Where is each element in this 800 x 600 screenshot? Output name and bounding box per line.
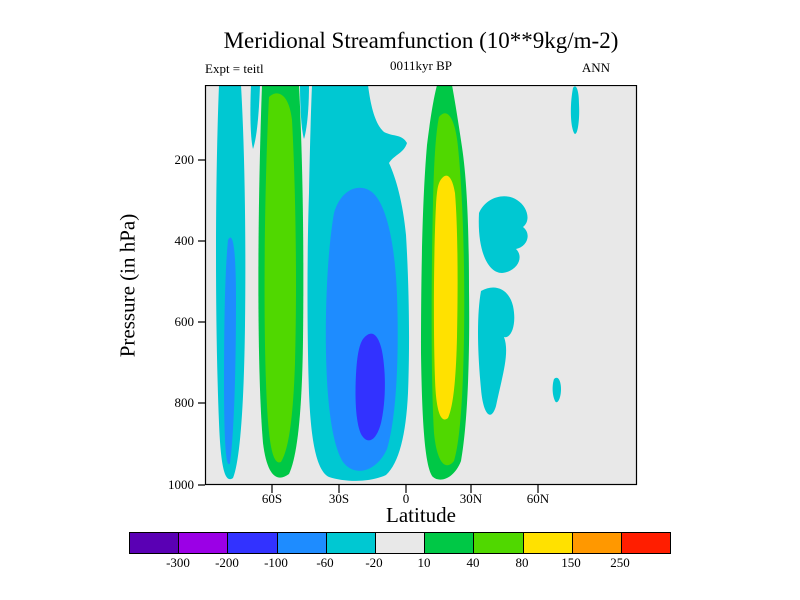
nh-ferrel-patch-upper: [478, 196, 528, 273]
x-tick-30s: 30S: [328, 491, 350, 506]
colorbar-cell-6: [424, 533, 474, 553]
y-axis-title: Pressure (in hPa): [115, 213, 140, 358]
colorbar-cell-3: [276, 533, 326, 553]
colorbar-cell-2: [227, 533, 277, 553]
colorbar-label: -60: [316, 555, 334, 570]
time-label: 0011kyr BP: [390, 58, 452, 73]
colorbar-cell-5: [374, 533, 425, 553]
colorbar-cell-10: [620, 533, 671, 553]
y-tick-600: 600: [174, 314, 195, 329]
colorbar-cell-8: [522, 533, 572, 553]
sh-hadley-cell-core: [355, 333, 385, 441]
colorbar-cell-1: [178, 533, 228, 553]
colorbar-label: 40: [466, 555, 480, 570]
x-axis-title: Latitude: [386, 503, 456, 527]
y-tick-1000: 1000: [168, 477, 194, 492]
colorbar-cell-0: [130, 533, 179, 553]
nh-polar-sliver: [570, 86, 580, 134]
x-tick-60s: 60S: [261, 491, 283, 506]
colorbar-cell-4: [325, 533, 375, 553]
chart-title: Meridional Streamfunction (10**9kg/m-2): [223, 28, 619, 53]
colorbar-label: -300: [166, 555, 190, 570]
sh-ferrel-cell-inner: [264, 93, 296, 463]
y-axis-ticks: [198, 159, 205, 486]
colorbar-label: -100: [264, 555, 288, 570]
plot-frame: [204, 85, 638, 486]
x-tick-0: 0: [402, 491, 410, 506]
x-tick-60n: 60N: [526, 491, 550, 506]
contour-plot: [198, 85, 638, 493]
experiment-label: Expt = teitl: [205, 61, 264, 76]
sh-ferrel-flank-right: [300, 85, 309, 139]
colorbar: [129, 532, 671, 554]
x-axis-ticks: [271, 485, 539, 493]
colorbar-label: 80: [515, 555, 529, 570]
colorbar-labels: -300 -200 -100 -60 -20 10 40 80 150 250: [129, 555, 669, 571]
nh-hadley-cell-core: [433, 175, 458, 420]
y-tick-200: 200: [174, 152, 195, 167]
colorbar-label: 10: [417, 555, 431, 570]
nh-ferrel-speck: [552, 377, 561, 403]
sh-ferrel-flank-left: [250, 85, 260, 149]
colorbar-label: 250: [610, 555, 630, 570]
season-label: ANN: [581, 60, 610, 75]
colorbar-label: -200: [215, 555, 239, 570]
nh-ferrel-patch-lower: [478, 287, 515, 415]
colorbar-cell-7: [473, 533, 523, 553]
x-tick-30n: 30N: [459, 491, 483, 506]
colorbar-label: -20: [365, 555, 383, 570]
colorbar-cell-9: [571, 533, 621, 553]
y-tick-800: 800: [174, 395, 195, 410]
antarctic-cell-inner: [224, 237, 236, 465]
y-tick-400: 400: [174, 233, 195, 248]
colorbar-label: 150: [561, 555, 581, 570]
